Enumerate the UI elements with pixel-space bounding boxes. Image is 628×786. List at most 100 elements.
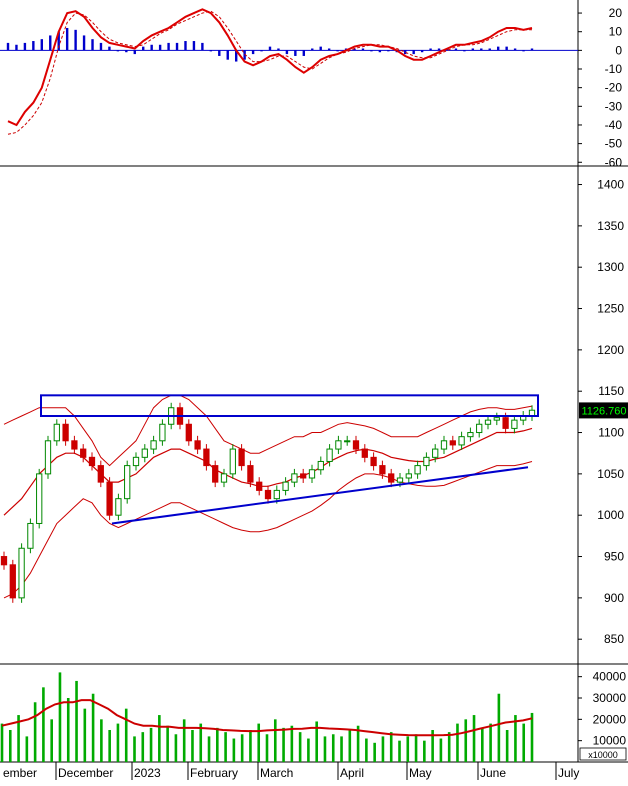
volume-bar bbox=[42, 687, 45, 762]
volume-bar bbox=[414, 734, 418, 762]
macd-histogram-bar bbox=[99, 42, 103, 51]
volume-bar bbox=[481, 727, 484, 762]
volume-y-tick-label: 20000 bbox=[593, 712, 627, 726]
macd-histogram-bar bbox=[505, 46, 508, 51]
candle-body bbox=[256, 481, 263, 491]
volume-bar bbox=[273, 719, 277, 762]
x-axis-label: April bbox=[340, 766, 364, 780]
volume-bar bbox=[456, 723, 459, 762]
x-axis-label: 2023 bbox=[134, 766, 161, 780]
macd-histogram-bar bbox=[251, 50, 255, 55]
macd-histogram-bar bbox=[429, 48, 432, 51]
macd-histogram-bar bbox=[404, 50, 407, 55]
volume-bar bbox=[182, 719, 186, 762]
candle-body bbox=[449, 440, 456, 446]
candle-body bbox=[220, 473, 228, 483]
macd-histogram-bar bbox=[226, 50, 229, 60]
candle-body bbox=[203, 448, 210, 467]
volume-bar bbox=[348, 730, 352, 762]
volume-bar bbox=[282, 727, 285, 762]
candle-body bbox=[282, 481, 289, 491]
volume-bar bbox=[141, 732, 145, 762]
macd-histogram-bar bbox=[201, 42, 204, 51]
price-y-tick-label: 1100 bbox=[598, 426, 624, 440]
macd-histogram-bar bbox=[15, 44, 18, 51]
volume-bar bbox=[530, 712, 534, 762]
volume-bar bbox=[356, 725, 360, 762]
macd-y-tick-label: -10 bbox=[605, 62, 623, 76]
volume-bar bbox=[315, 721, 318, 762]
macd-histogram-bar bbox=[370, 50, 373, 52]
candle-body bbox=[247, 465, 254, 483]
volume-bar bbox=[265, 734, 269, 762]
macd-y-tick-label: -40 bbox=[605, 118, 623, 132]
volume-bar bbox=[224, 732, 227, 762]
volume-moving-average bbox=[1, 699, 533, 737]
candle-body bbox=[212, 465, 219, 483]
macd-histogram-bar bbox=[32, 41, 35, 51]
macd-histogram-bar bbox=[294, 50, 297, 56]
volume-y-tick-label: 30000 bbox=[593, 691, 627, 705]
volume-bar bbox=[124, 708, 128, 762]
volume-bar bbox=[373, 742, 376, 762]
volume-bar bbox=[50, 719, 53, 762]
volume-bar bbox=[522, 723, 526, 762]
candle-body bbox=[405, 473, 412, 479]
volume-bar bbox=[472, 715, 476, 762]
macd-histogram-bar bbox=[192, 41, 196, 51]
candle-body bbox=[71, 440, 78, 450]
macd-histogram-bar bbox=[277, 48, 280, 51]
resistance-zone-box bbox=[40, 394, 539, 418]
macd-histogram-bar bbox=[522, 50, 525, 52]
volume-bar bbox=[83, 708, 87, 762]
volume-bar bbox=[505, 730, 509, 762]
candle-body bbox=[238, 448, 245, 467]
volume-bar bbox=[464, 719, 468, 762]
last-price-badge bbox=[579, 402, 628, 419]
volume-bar bbox=[365, 738, 368, 762]
volume-bar bbox=[216, 727, 219, 762]
candle-body bbox=[484, 419, 492, 425]
macd-histogram-bar bbox=[218, 50, 221, 56]
price-y-tick-label: 1000 bbox=[597, 508, 624, 522]
candle-body bbox=[502, 417, 509, 429]
candle-body bbox=[97, 465, 104, 483]
macd-histogram-bar bbox=[209, 50, 213, 52]
candle-body bbox=[18, 547, 25, 599]
macd-histogram-bar bbox=[412, 50, 415, 55]
candle-body bbox=[0, 556, 8, 566]
macd-histogram-bar bbox=[336, 50, 339, 52]
macd-histogram-bar bbox=[437, 48, 441, 51]
macd-histogram-bar bbox=[463, 50, 466, 52]
macd-histogram-bar bbox=[471, 48, 475, 51]
candle-body bbox=[194, 440, 201, 450]
candle-body bbox=[308, 469, 316, 479]
macd-histogram-bar bbox=[234, 50, 238, 62]
volume-bar bbox=[17, 715, 20, 762]
volume-bar bbox=[497, 693, 501, 762]
candle-body bbox=[396, 477, 404, 483]
volume-bar bbox=[174, 734, 178, 762]
x-axis-label: March bbox=[260, 766, 293, 780]
candle-body bbox=[159, 423, 166, 442]
macd-histogram-bar bbox=[378, 50, 382, 53]
candle-body bbox=[335, 440, 342, 450]
candle-body bbox=[44, 440, 52, 475]
candle-body bbox=[423, 456, 430, 467]
bollinger-lower-band bbox=[3, 461, 533, 599]
volume-bar bbox=[108, 730, 111, 762]
volume-bar bbox=[240, 734, 244, 762]
macd-histogram-bar bbox=[158, 44, 162, 51]
macd-histogram-bar bbox=[480, 48, 483, 51]
candle-body bbox=[458, 436, 465, 446]
candle-body bbox=[317, 460, 324, 471]
macd-histogram-bar bbox=[65, 27, 69, 51]
candle-body bbox=[132, 456, 140, 467]
macd-histogram-bar bbox=[150, 44, 153, 51]
volume-bar bbox=[331, 734, 335, 762]
candle-body bbox=[493, 417, 500, 421]
volume-bar bbox=[66, 698, 70, 762]
volume-bar bbox=[431, 730, 434, 762]
